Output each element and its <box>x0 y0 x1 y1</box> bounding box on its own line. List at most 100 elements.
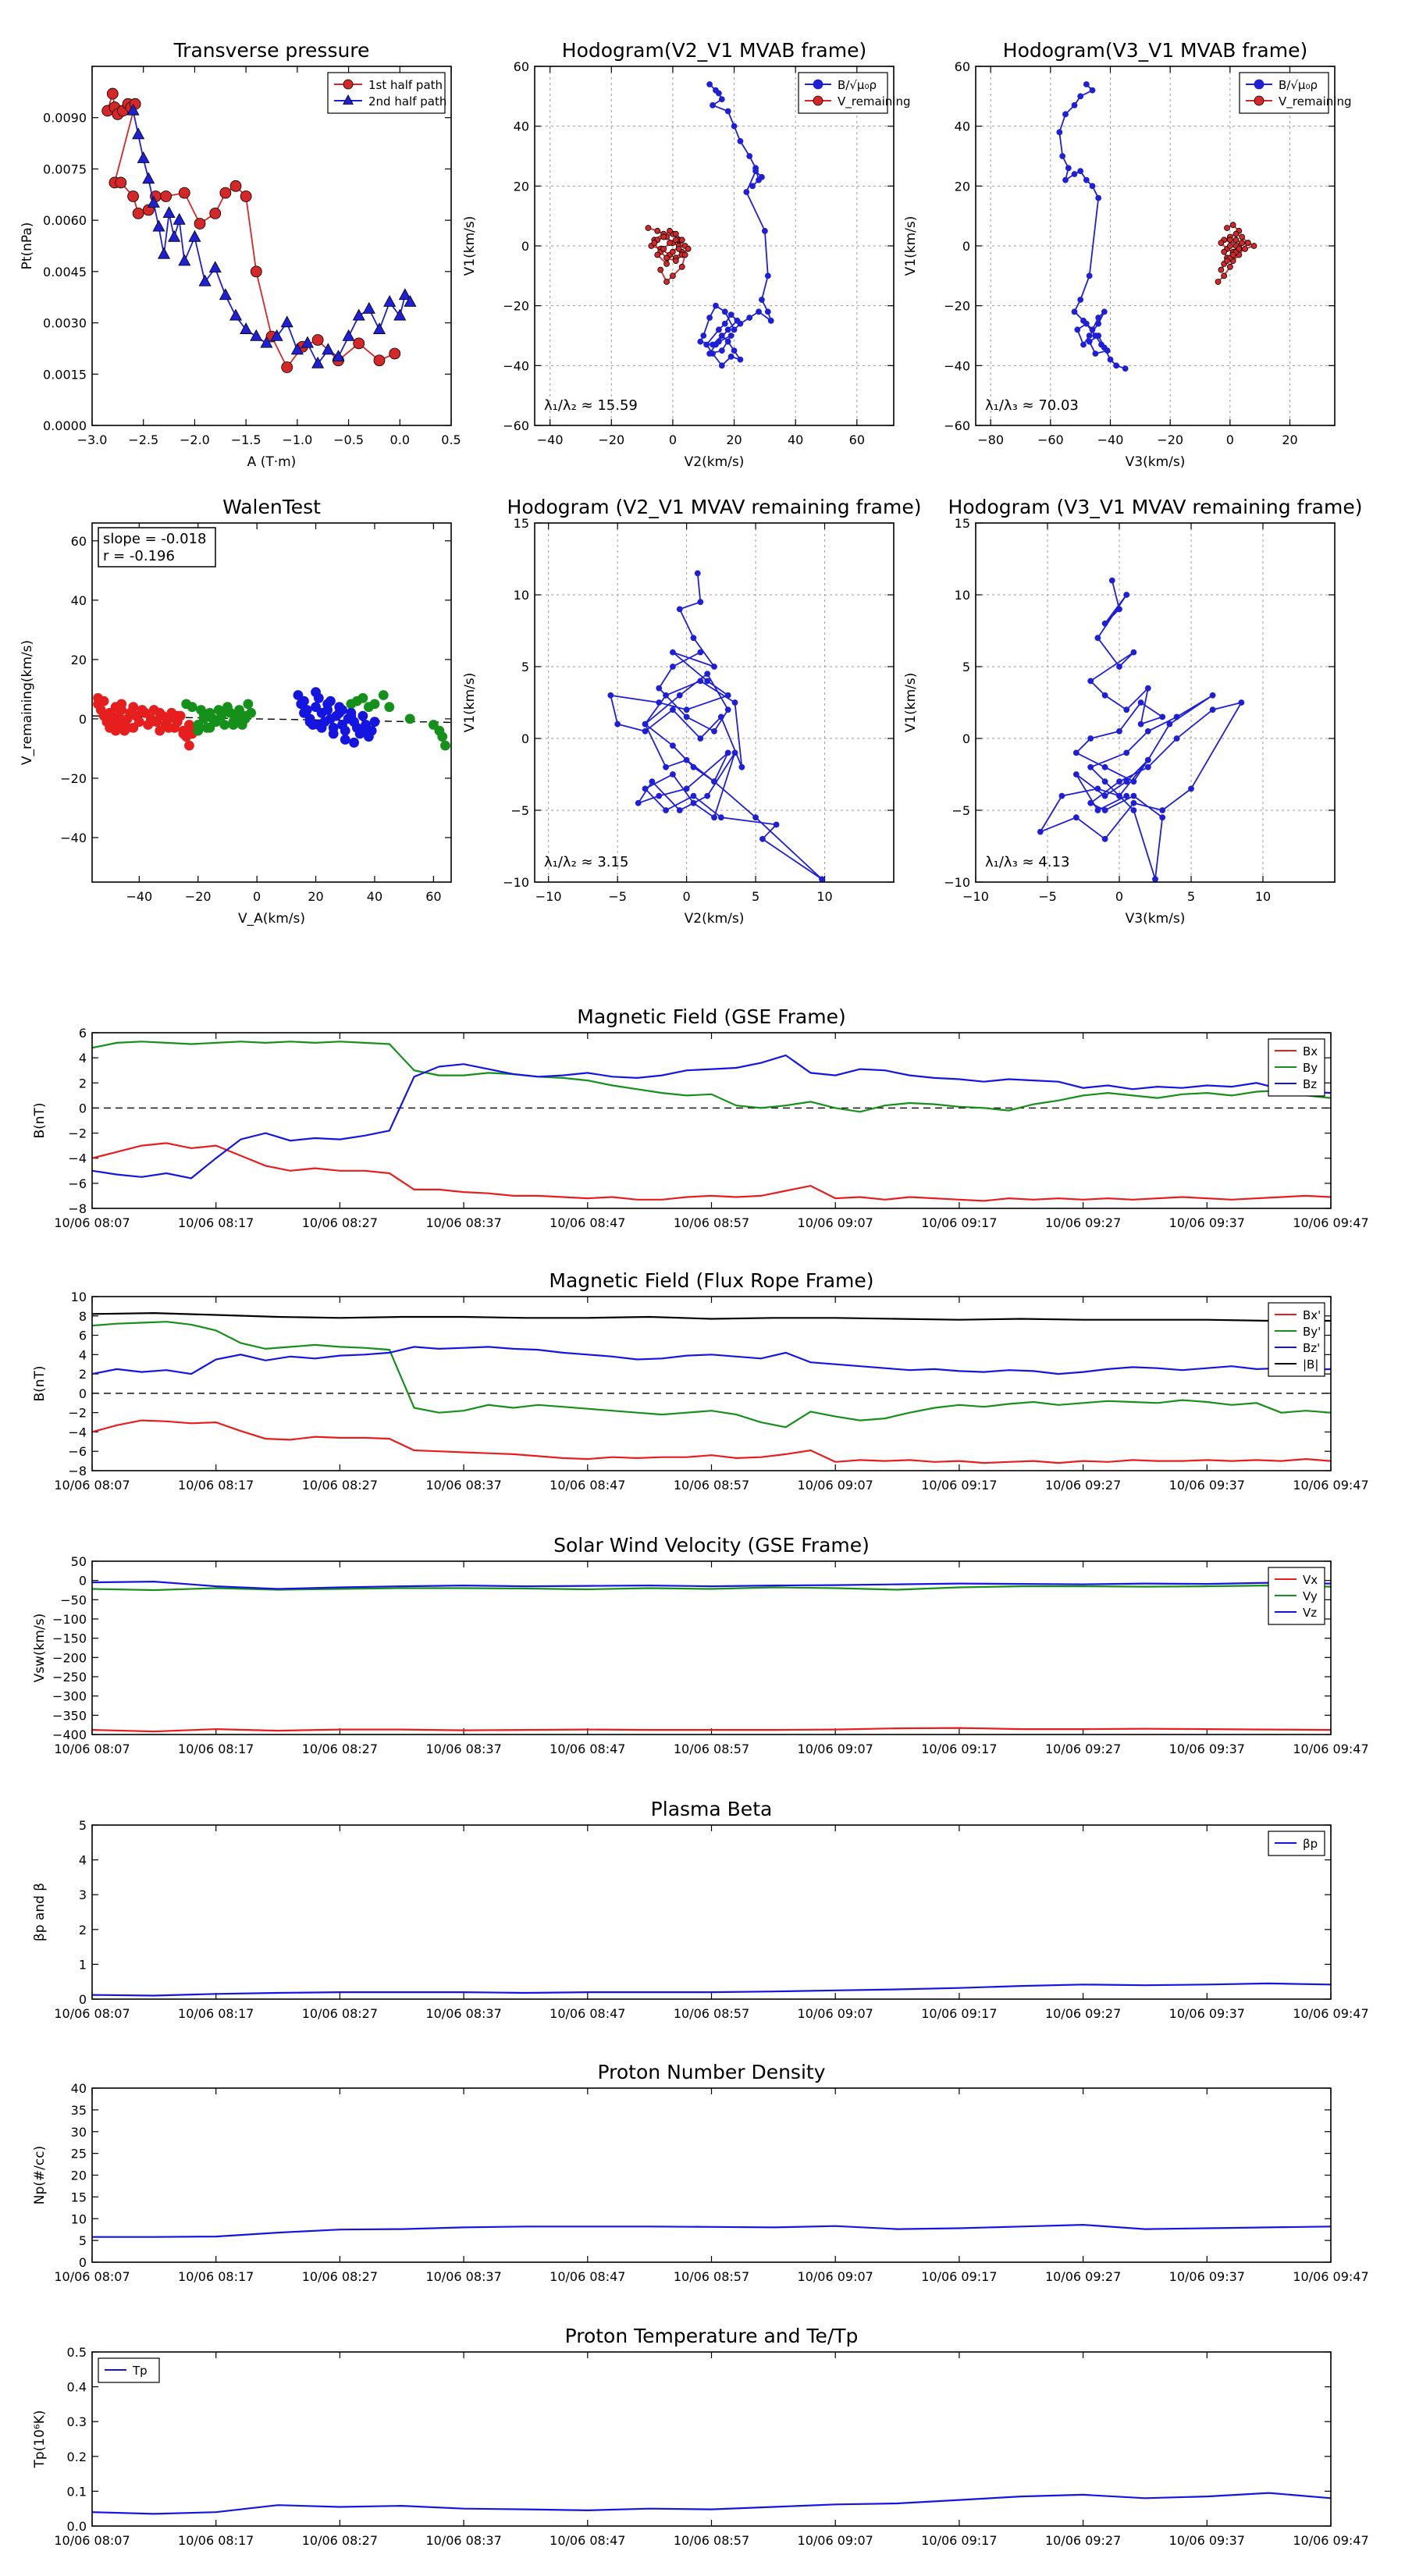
data-point <box>1101 620 1108 627</box>
panel-title: Magnetic Field (GSE Frame) <box>577 1005 845 1028</box>
data-point <box>1229 251 1236 258</box>
data-point <box>737 137 744 144</box>
y-tick-label: −20 <box>503 299 529 314</box>
data-point <box>642 720 649 728</box>
data-point <box>1101 778 1108 785</box>
data-point <box>746 315 753 321</box>
data-point <box>1229 222 1236 229</box>
data-point <box>1077 93 1084 100</box>
data-point <box>663 254 670 262</box>
data-point <box>718 362 725 369</box>
data-point <box>172 710 183 721</box>
data-point <box>672 230 679 237</box>
x-tick-label: 10/06 09:17 <box>921 1742 997 1756</box>
data-point <box>398 288 411 301</box>
data-point <box>1107 356 1114 363</box>
data-point <box>731 749 738 756</box>
data-point <box>663 261 670 267</box>
stats-box <box>98 527 216 568</box>
data-point <box>683 713 690 720</box>
data-point <box>654 251 661 258</box>
data-point <box>711 664 717 670</box>
data-point <box>718 347 725 354</box>
series-2 <box>293 687 380 748</box>
data-point <box>1239 233 1246 240</box>
y-tick-label: 20 <box>71 653 87 667</box>
data-point <box>1152 876 1158 882</box>
panel-title: Hodogram (V3_V1 MVAV remaining frame) <box>948 496 1363 518</box>
data-point <box>1239 240 1246 247</box>
data-point <box>1224 258 1230 265</box>
data-point <box>656 792 663 799</box>
plot-frame <box>91 66 452 426</box>
y-tick-label: 0.0045 <box>43 265 87 279</box>
data-point <box>340 725 350 736</box>
y-tick-label: 0 <box>79 712 87 727</box>
y-tick-label: −350 <box>52 1708 87 1723</box>
data-point <box>715 90 722 97</box>
data-point <box>178 254 191 266</box>
legend-label: V_remaining <box>1279 94 1352 109</box>
data-point <box>328 728 339 739</box>
y-tick-label: 5 <box>521 660 529 674</box>
data-point <box>1083 176 1090 183</box>
y-tick-label: 0 <box>521 731 529 746</box>
x-tick-label: 20 <box>308 889 323 904</box>
y-tick-label: 35 <box>71 2103 87 2118</box>
series-line <box>92 1054 1331 1179</box>
data-point <box>1226 243 1233 249</box>
data-point <box>759 173 765 180</box>
data-point <box>349 737 359 748</box>
data-point <box>205 722 215 733</box>
data-point <box>325 696 336 706</box>
data-point <box>1116 792 1122 799</box>
plot-frame <box>91 1560 1332 1735</box>
ratio-annotation: λ₁/λ₂ ≈ 15.59 <box>544 397 638 414</box>
plot-area <box>92 1580 1331 1733</box>
data-point <box>670 248 676 255</box>
x-tick-label: 10/06 09:07 <box>798 2006 873 2021</box>
plot-frame <box>975 66 1336 426</box>
panel-title: Transverse pressure <box>173 39 370 62</box>
y-tick-label: 60 <box>514 59 529 74</box>
data-point <box>685 245 692 252</box>
data-point <box>1144 763 1151 770</box>
data-point <box>700 333 707 339</box>
legend-marker <box>1254 95 1264 106</box>
data-point <box>1123 778 1130 785</box>
x-tick-label: −60 <box>1037 432 1064 447</box>
data-point <box>1089 326 1096 333</box>
data-point <box>724 338 731 345</box>
series-2nd-half-path <box>126 103 417 368</box>
data-point <box>1095 320 1102 327</box>
data-point <box>127 190 139 202</box>
data-point <box>240 322 253 334</box>
data-point <box>1080 341 1087 348</box>
data-point <box>1101 344 1108 351</box>
panel-title: Solar Wind Velocity (GSE Frame) <box>553 1534 870 1557</box>
data-point <box>209 207 222 219</box>
plot-area <box>92 1982 1331 1997</box>
data-point <box>173 212 186 225</box>
data-point <box>198 274 212 286</box>
data-point <box>690 799 697 806</box>
y-tick-label: 50 <box>71 1554 87 1569</box>
x-tick-label: 0.0 <box>390 432 410 447</box>
data-point <box>1087 678 1094 685</box>
data-point <box>675 245 682 252</box>
data-point <box>718 96 725 103</box>
data-point <box>683 756 690 763</box>
data-point <box>152 219 165 232</box>
legend-label: 1st half path <box>368 78 443 92</box>
data-point <box>1173 713 1180 720</box>
data-point <box>1130 807 1137 813</box>
series-v-remaining <box>645 225 692 285</box>
x-tick-label: 10/06 09:37 <box>1169 1215 1245 1230</box>
x-tick-label: 0 <box>683 889 691 904</box>
legend-marker <box>813 95 823 106</box>
data-point <box>642 728 649 735</box>
legend-marker <box>343 94 354 105</box>
x-tick-label: 10/06 08:27 <box>302 2006 378 2021</box>
y-tick-label: −300 <box>52 1689 87 1704</box>
data-point <box>690 763 697 770</box>
